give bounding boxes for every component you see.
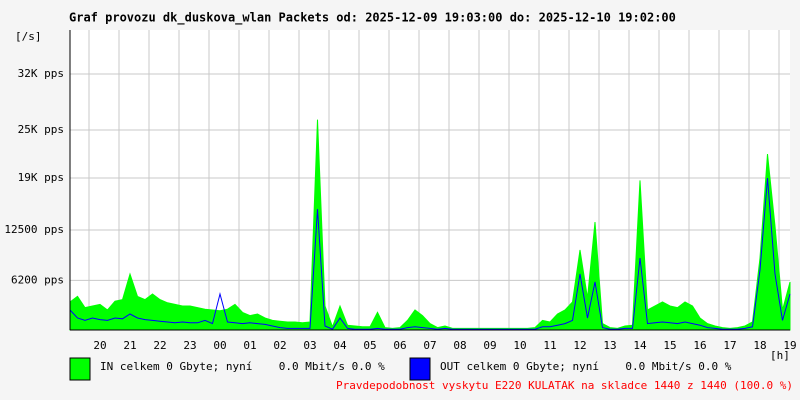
x-tick-label: 03 xyxy=(303,339,316,352)
x-tick-label: 11 xyxy=(543,339,556,352)
x-tick-label: 13 xyxy=(603,339,616,352)
x-tick-label: 09 xyxy=(483,339,496,352)
x-tick-label: 02 xyxy=(273,339,286,352)
x-tick-label: 15 xyxy=(663,339,676,352)
x-tick-label: 19 xyxy=(783,339,796,352)
x-tick-label: 21 xyxy=(123,339,136,352)
series-area xyxy=(69,119,791,331)
legend-swatch xyxy=(409,357,431,381)
legend-label: OUT celkem 0 Gbyte; nyní 0.0 Mbit/s 0.0 … xyxy=(440,360,732,373)
y-tick-label: 6200 pps xyxy=(11,273,64,286)
x-tick-label: 18 xyxy=(753,339,766,352)
x-tick-label: 12 xyxy=(573,339,586,352)
x-tick-label: 17 xyxy=(723,339,736,352)
x-tick-label: 22 xyxy=(153,339,166,352)
x-tick-label: 10 xyxy=(513,339,526,352)
x-tick-label: 07 xyxy=(423,339,436,352)
x-tick-label: 14 xyxy=(633,339,647,352)
x-tick-label: 20 xyxy=(93,339,106,352)
x-tick-label: 23 xyxy=(183,339,196,352)
legend-swatch xyxy=(69,357,91,381)
y-tick-label: 25K pps xyxy=(18,123,64,136)
x-tick-label: 08 xyxy=(453,339,466,352)
y-tick-label: 12500 pps xyxy=(4,223,64,236)
y-tick-label: 32K pps xyxy=(18,67,64,80)
chart-title: Graf provozu dk_duskova_wlan Packets od:… xyxy=(69,11,676,26)
y-axis-label: [/s] xyxy=(15,30,42,43)
x-tick-label: 00 xyxy=(213,339,226,352)
plot-area xyxy=(70,30,790,330)
series-line xyxy=(69,177,791,330)
x-tick-label: 05 xyxy=(363,339,376,352)
x-tick-label: 16 xyxy=(693,339,706,352)
x-tick-label: 06 xyxy=(393,339,406,352)
x-tick-label: 01 xyxy=(243,339,256,352)
y-tick-label: 19K pps xyxy=(18,171,64,184)
note: Pravdepodobnost vyskytu E220 KULATAK na … xyxy=(336,379,793,392)
x-tick-label: 04 xyxy=(333,339,347,352)
legend-label: IN celkem 0 Gbyte; nyní 0.0 Mbit/s 0.0 % xyxy=(100,360,385,373)
x-axis-label: [h] xyxy=(770,349,790,362)
